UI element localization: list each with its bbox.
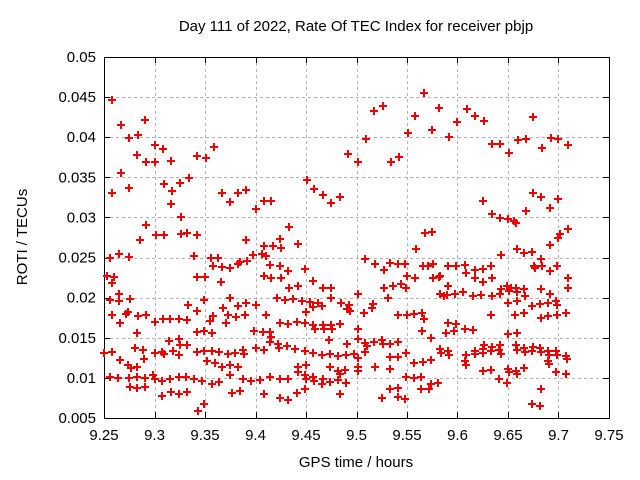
y-tick-label: 0.02 xyxy=(67,290,96,307)
data-points xyxy=(100,89,572,415)
x-tick-label: 9.55 xyxy=(392,427,421,444)
y-tick-label: 0.035 xyxy=(58,169,96,186)
axes xyxy=(104,57,610,419)
y-tick-label: 0.045 xyxy=(58,89,96,106)
y-tick-label: 0.01 xyxy=(67,370,96,387)
plot-border xyxy=(104,57,610,419)
scatter-points-path xyxy=(100,89,572,415)
y-tick-label: 0.025 xyxy=(58,250,96,267)
x-tick-label: 9.25 xyxy=(89,427,118,444)
y-tick-label: 0.03 xyxy=(67,209,96,226)
y-tick-label: 0.05 xyxy=(67,49,96,66)
x-tick-label: 9.7 xyxy=(548,427,569,444)
y-tick-label: 0.005 xyxy=(58,410,96,427)
x-tick-label: 9.4 xyxy=(245,427,266,444)
x-tick-label: 9.75 xyxy=(594,427,623,444)
x-tick-label: 9.3 xyxy=(144,427,165,444)
chart-title: Day 111 of 2022, Rate Of TEC Index for r… xyxy=(179,18,533,35)
gridlines xyxy=(104,57,609,418)
x-tick-label: 9.45 xyxy=(291,427,320,444)
x-tick-label: 9.65 xyxy=(493,427,522,444)
y-tick-label: 0.015 xyxy=(58,330,96,347)
x-tick-label: 9.6 xyxy=(447,427,468,444)
x-axis-label: GPS time / hours xyxy=(299,454,413,471)
y-axis-label: ROTI / TECUs xyxy=(14,189,31,285)
tick-labels: 9.25 9.3 9.35 9.4 9.45 9.5 9.55 9.6 9.65 9.7 9.75 0… xyxy=(58,49,623,444)
x-tick-label: 9.35 xyxy=(190,427,219,444)
x-tick-label: 9.5 xyxy=(346,427,367,444)
y-tick-label: 0.04 xyxy=(67,129,96,146)
